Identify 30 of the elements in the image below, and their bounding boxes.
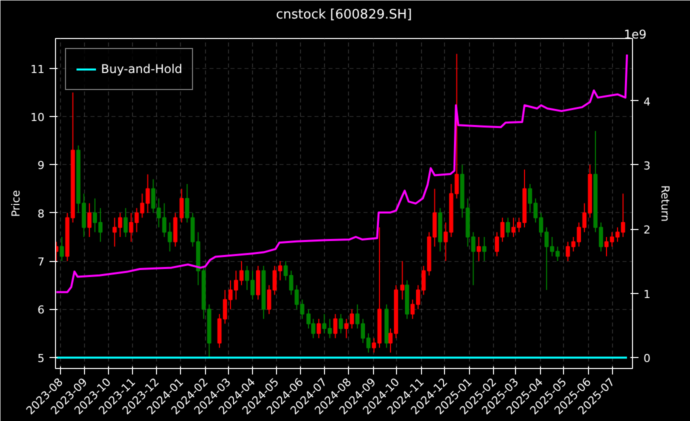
y-tick-label: 6	[38, 304, 44, 317]
y2-tick-label: 2	[644, 224, 650, 237]
y-tick-label: 7	[38, 256, 44, 269]
candlestick	[56, 241, 58, 262]
candlestick	[338, 314, 343, 334]
y-tick-label: 9	[38, 159, 44, 172]
y-tick-label: 8	[38, 207, 44, 220]
candlestick	[124, 208, 128, 238]
y2-tick-label: 0	[644, 352, 650, 366]
y-tick-label: 5	[38, 352, 44, 365]
chart-title: cnstock [600829.SH]	[276, 8, 412, 22]
candlestick	[482, 236, 486, 262]
annotation: 1e9	[624, 28, 647, 42]
candlestick	[60, 236, 64, 262]
candlestick	[476, 236, 481, 262]
y2-tick-label: 3	[644, 159, 650, 172]
y2-tick-label: 4	[644, 95, 650, 108]
y-axis-title: Price	[10, 190, 23, 217]
candlestick	[316, 318, 321, 339]
legend-label: Buy-and-Hold	[101, 62, 182, 76]
y2-axis-title: Return	[658, 185, 672, 222]
candlestick	[400, 260, 404, 300]
y-tick-label: 11	[30, 62, 45, 76]
candlestick	[87, 202, 92, 238]
candlestick	[180, 188, 184, 224]
y2-tick-label: 1	[644, 288, 650, 301]
y-tick-label: 10	[30, 111, 45, 124]
candlestick	[506, 217, 510, 238]
line-series	[56, 54, 628, 294]
candlestick	[333, 314, 338, 339]
